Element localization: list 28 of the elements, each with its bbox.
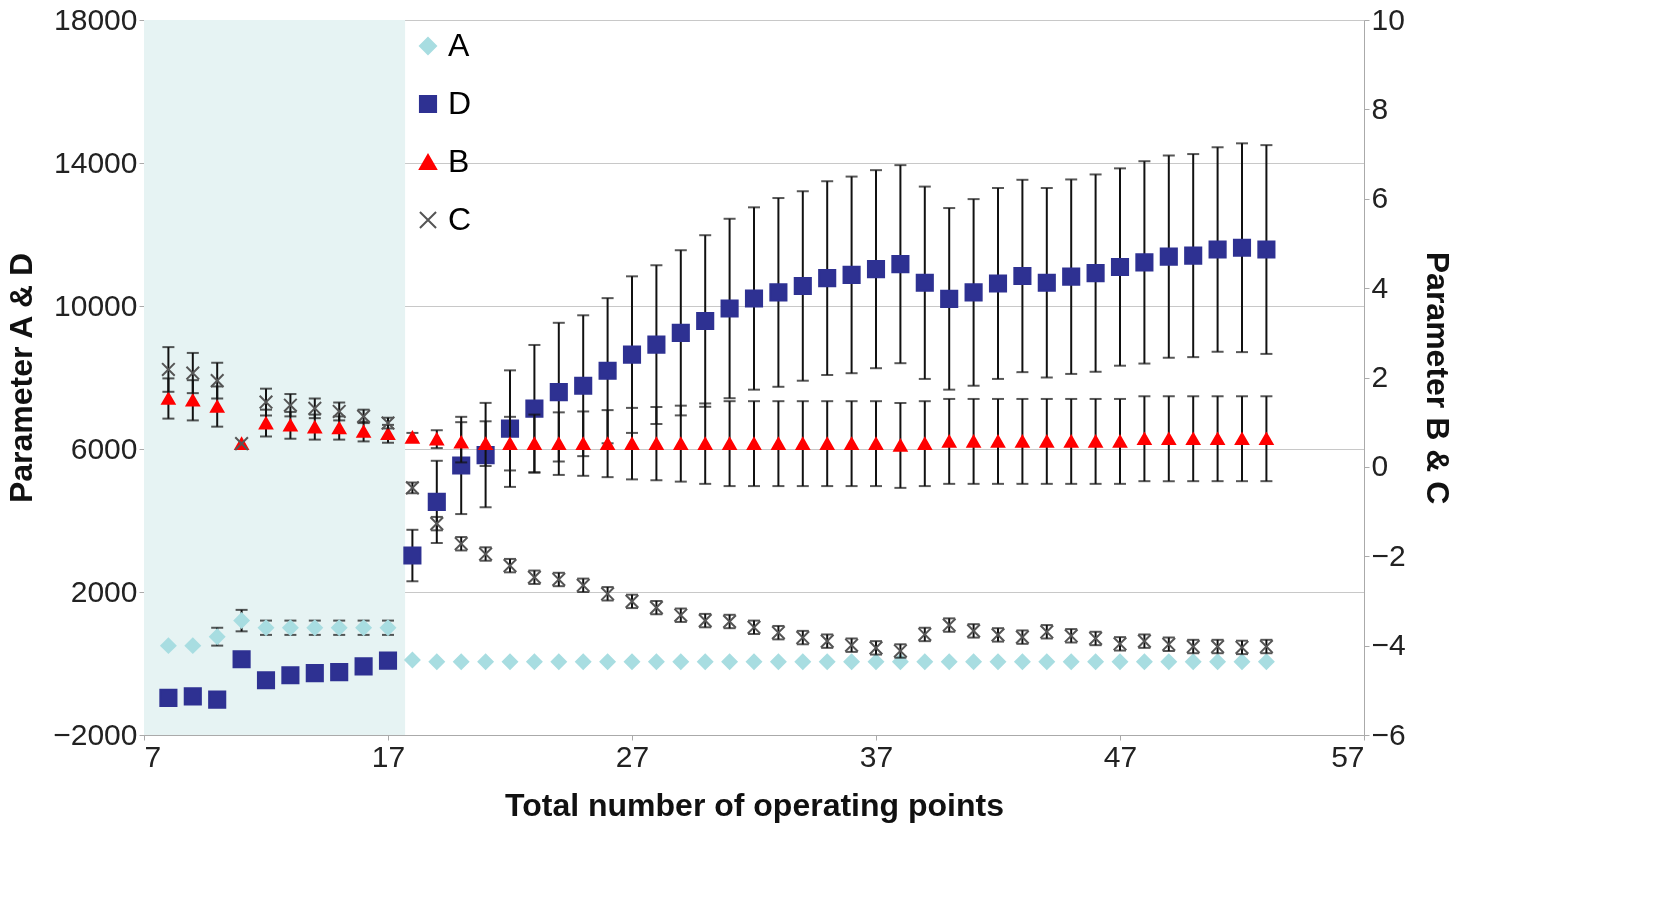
x-tick-label: 7: [144, 739, 162, 773]
y2-tick-label: 4: [1371, 270, 1389, 304]
y2-tick-label: 10: [1371, 2, 1405, 36]
y2-tick-label: 2: [1371, 360, 1389, 393]
legend-label: A: [448, 27, 470, 63]
y2-tick-label: 0: [1371, 449, 1389, 483]
x-tick-label: 57: [1331, 739, 1365, 773]
x-tick-label: 17: [371, 739, 406, 773]
x-tick-label: 47: [1103, 739, 1138, 773]
y2-tick-label: 6: [1371, 181, 1389, 215]
legend-label: B: [448, 143, 470, 179]
y2-tick-label: 8: [1371, 91, 1389, 125]
y-tick-label: 6000: [70, 431, 138, 465]
y2-axis-title: Parameter B & C: [1419, 251, 1456, 505]
y-tick-label: 2000: [70, 574, 138, 608]
y-tick-label: 14000: [54, 145, 138, 179]
y-tick-label: 18000: [54, 2, 138, 36]
y-tick-label: 10000: [54, 288, 138, 322]
x-axis-title: Total number of operating points: [505, 786, 1004, 823]
legend-label: C: [448, 201, 472, 237]
y2-tick-label: −2: [1371, 538, 1406, 572]
y-axis-title: Parameter A & D: [3, 252, 40, 504]
y2-tick-label: −4: [1371, 628, 1406, 662]
x-tick-label: 27: [615, 739, 650, 773]
y-tick-label: −2000: [53, 717, 138, 751]
y2-tick-label: −6: [1371, 717, 1406, 751]
x-tick-label: 37: [859, 739, 894, 773]
legend-label: D: [448, 85, 472, 121]
